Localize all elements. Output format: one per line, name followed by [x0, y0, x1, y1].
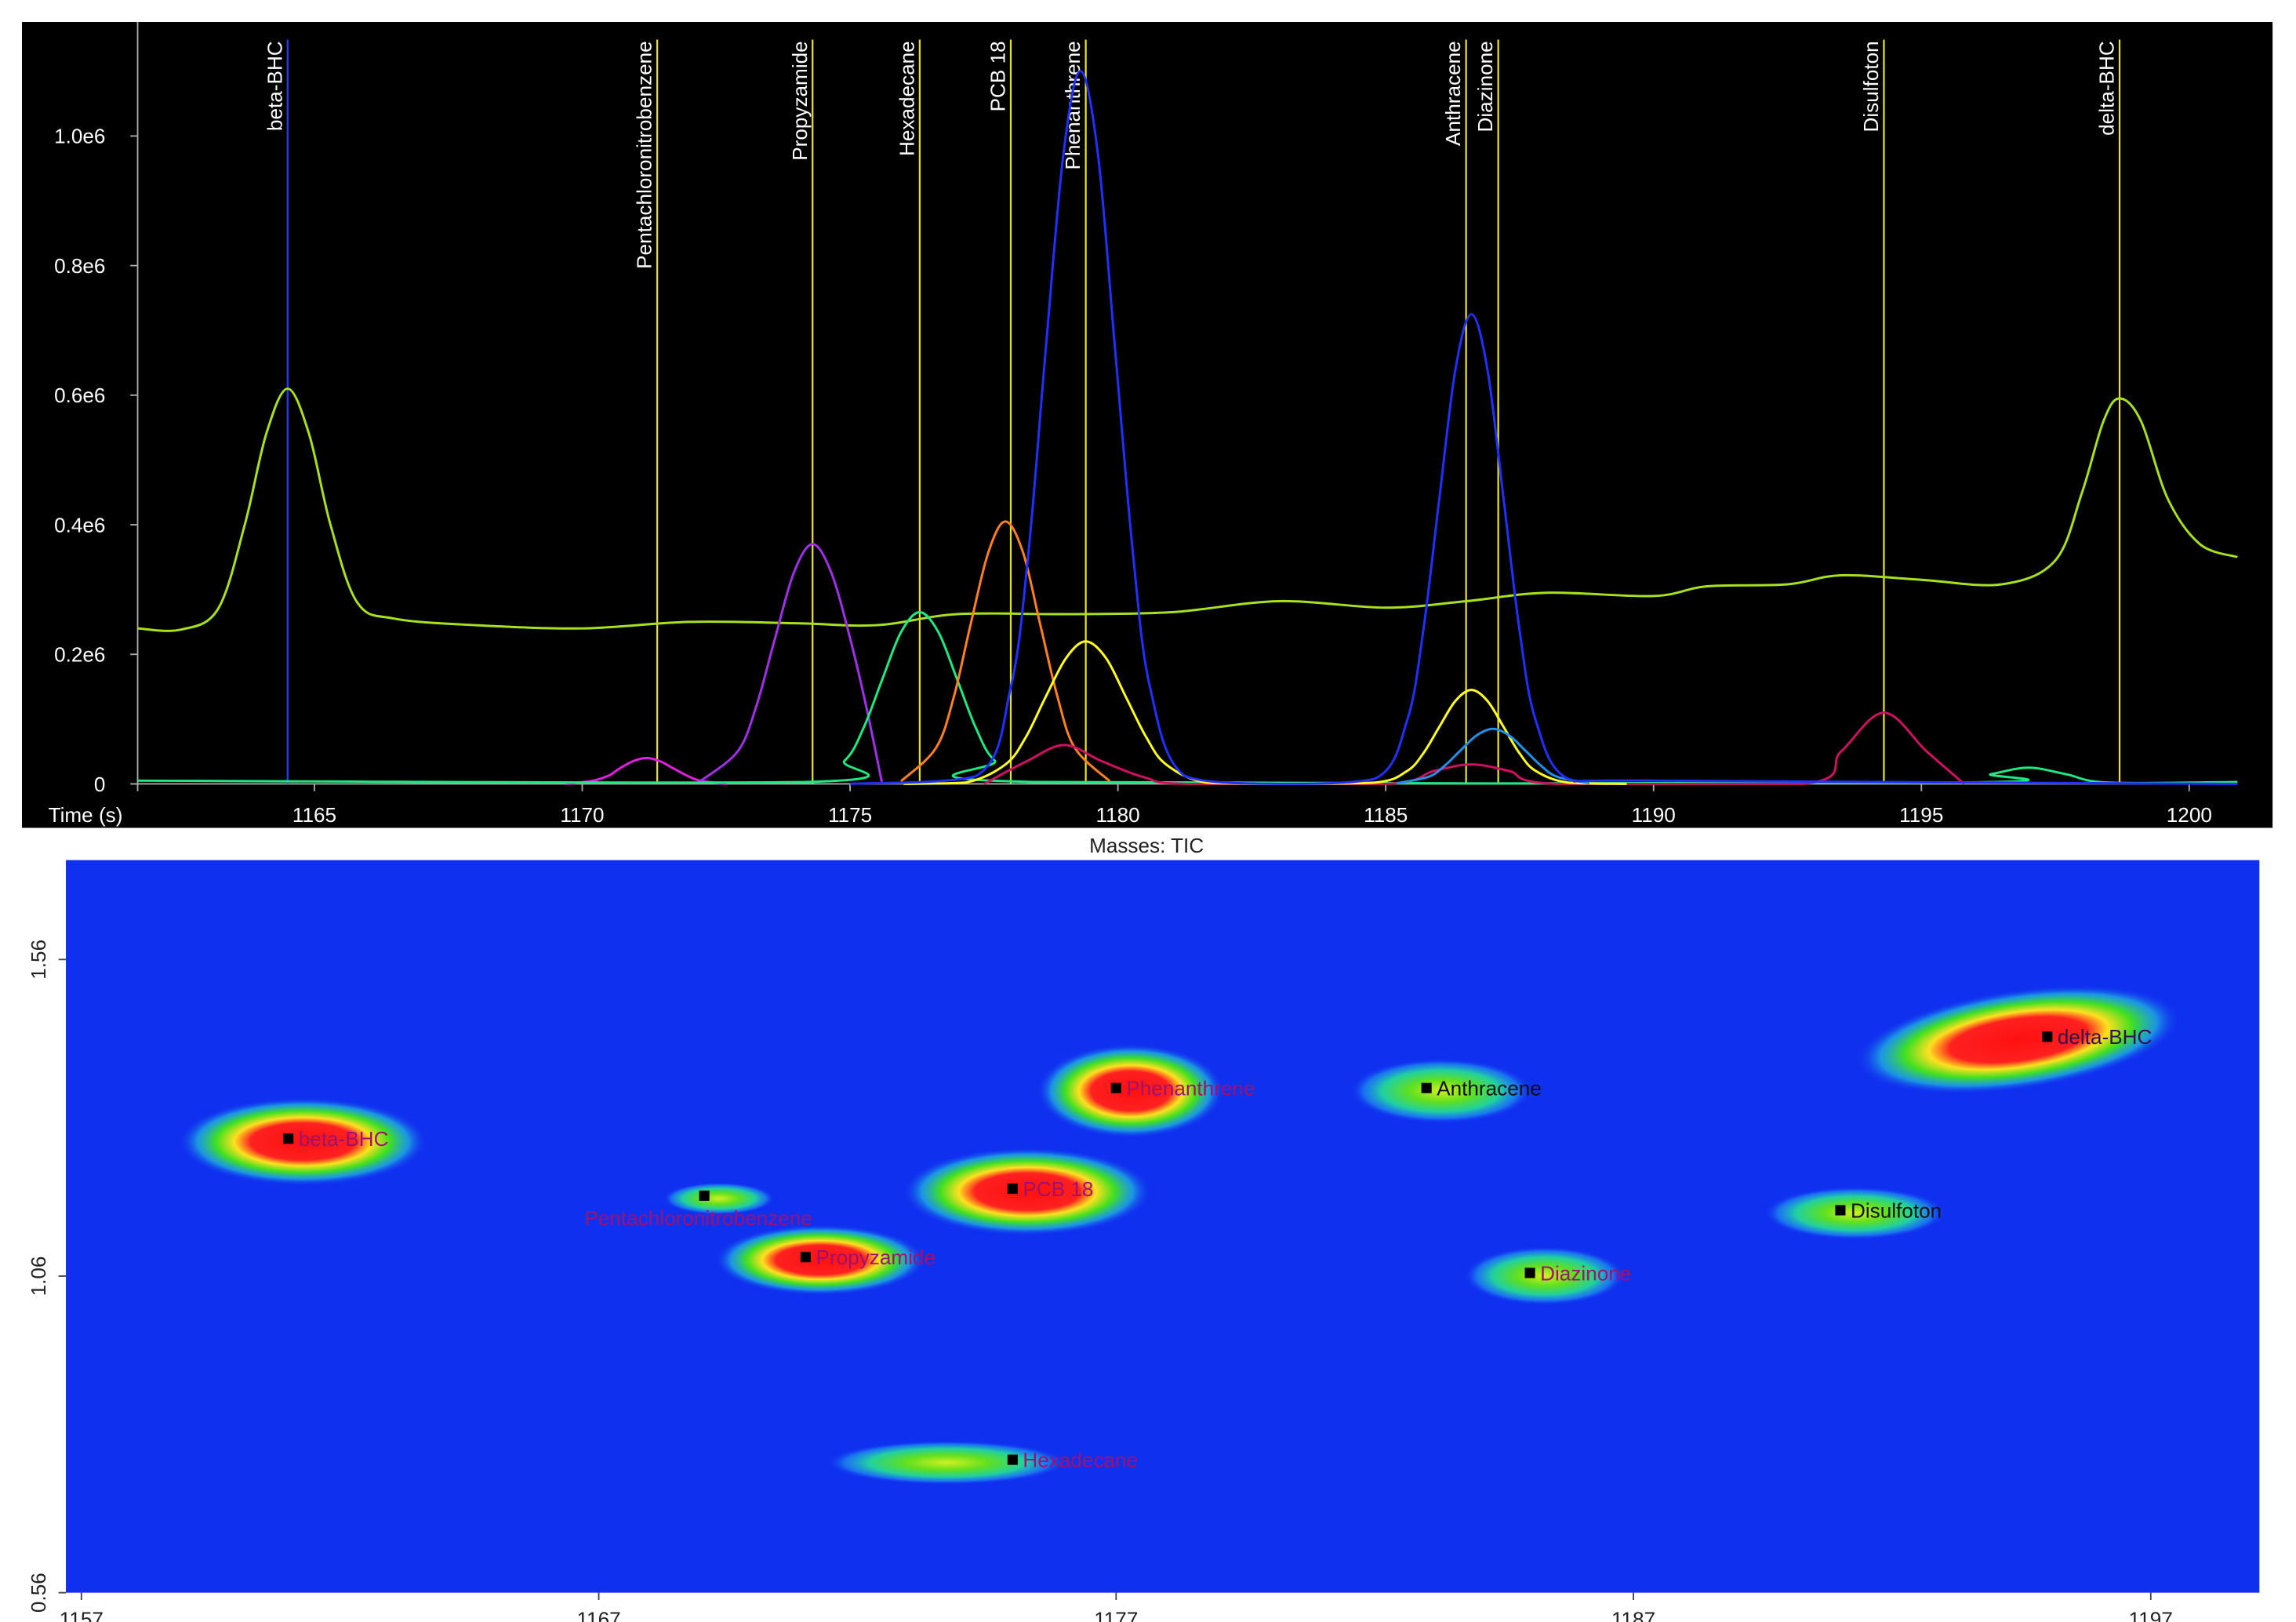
top-panel: [22, 22, 2273, 828]
peak-point: [699, 1190, 710, 1201]
series-line: [849, 70, 2238, 785]
series-line: [699, 543, 884, 784]
peak-blob: [903, 1147, 1152, 1236]
peak-point: [800, 1252, 811, 1263]
x-axis-label: Time (s): [49, 803, 123, 827]
y-tick-label: 1.56: [27, 940, 50, 980]
heatmap: 0.56 1.06 1.56 1157 1167 1177 1187 1197 beta-BHC…: [27, 940, 2182, 1622]
top-chart: 0 0.2e6 0.4e6 0.6e6 0.8e6 1.0e6 1165 1170 1175 11…: [54, 39, 2238, 827]
x-tick-label: 1195: [1899, 803, 1943, 827]
y-tick-label: 1.06: [27, 1257, 50, 1297]
y-tick-label: 0.6e6: [54, 384, 105, 407]
peak-blob: [1037, 1044, 1225, 1138]
x-tick-label: 1165: [292, 803, 336, 827]
peak-point: [1007, 1454, 1018, 1465]
peak-label: beta-BHC: [299, 1127, 389, 1151]
marker-label: PCB 18: [986, 41, 1010, 111]
peak-point: [1835, 1205, 1846, 1216]
peak-label: delta-BHC: [2058, 1025, 2152, 1049]
marker-label: beta-BHC: [263, 41, 286, 131]
peak-point: [1524, 1267, 1535, 1278]
marker-label: Anthracene: [1441, 41, 1465, 146]
marker-label: Pentachloronitrobenzene: [633, 41, 656, 269]
peak-label: Hexadecane: [1023, 1448, 1138, 1471]
x-tick-label: 1175: [828, 803, 872, 827]
peak-label: Phenanthrene: [1126, 1077, 1255, 1100]
peak-blob: [826, 1440, 1067, 1485]
y-tick-label: 0.2e6: [54, 643, 105, 667]
marker-label: Disulfoton: [1859, 41, 1883, 132]
y-tick-label: 0.8e6: [54, 254, 105, 278]
peak-label: Diazinone: [1540, 1261, 1631, 1285]
peak-blob: [178, 1097, 428, 1186]
x-tick-label: 1185: [1364, 803, 1408, 827]
x-tick-label: 1177: [1094, 1608, 1138, 1622]
peak-label: Propyzamide: [816, 1246, 935, 1269]
peak-point: [1110, 1082, 1121, 1093]
peak-label: Anthracene: [1437, 1077, 1542, 1100]
peak-blob: [1350, 1058, 1532, 1124]
series-line: [1396, 727, 1590, 785]
series-line: [137, 387, 2238, 632]
peak-point: [1421, 1082, 1432, 1093]
series-line: [983, 711, 1965, 785]
peak-blob: [663, 1182, 775, 1215]
peak-point: [1007, 1184, 1018, 1195]
peak-blob: [714, 1224, 926, 1296]
y-tick-label: 1.0e6: [54, 125, 105, 148]
peak-point: [2042, 1031, 2053, 1042]
x-tick-label: 1180: [1096, 803, 1140, 827]
x-tick-label: 1190: [1632, 803, 1676, 827]
y-tick-label: 0.4e6: [54, 513, 105, 536]
y-tick-label: 0: [94, 773, 106, 796]
series-line: [137, 611, 2238, 785]
marker-label: Diazinone: [1473, 41, 1497, 132]
peak-point: [283, 1133, 294, 1144]
x-tick-label: 1187: [1611, 1608, 1655, 1622]
x-tick-label: 1170: [560, 803, 604, 827]
peak-blob: [1855, 985, 2182, 1094]
peak-label: PCB 18: [1023, 1177, 1093, 1201]
peak-blob: [1764, 1187, 1946, 1240]
marker-label: Hexadecane: [895, 41, 918, 156]
series-line: [899, 520, 1111, 783]
x-tick-label: 1200: [2167, 803, 2212, 827]
x-tick-label: 1167: [576, 1608, 620, 1622]
x-tick-label: 1157: [60, 1608, 104, 1622]
peak-label: Disulfoton: [1851, 1198, 1942, 1222]
peak-blob: [1464, 1246, 1626, 1306]
series-line: [565, 756, 728, 785]
marker-label: delta-BHC: [2095, 41, 2119, 136]
x-tick-label: 1197: [2129, 1608, 2173, 1622]
marker-label: Propyzamide: [788, 41, 812, 160]
heatmap-title: Masses: TIC: [1089, 834, 1204, 857]
peak-label: Pentachloronitrobenzene: [584, 1206, 812, 1230]
y-tick-label: 0.56: [27, 1573, 50, 1613]
